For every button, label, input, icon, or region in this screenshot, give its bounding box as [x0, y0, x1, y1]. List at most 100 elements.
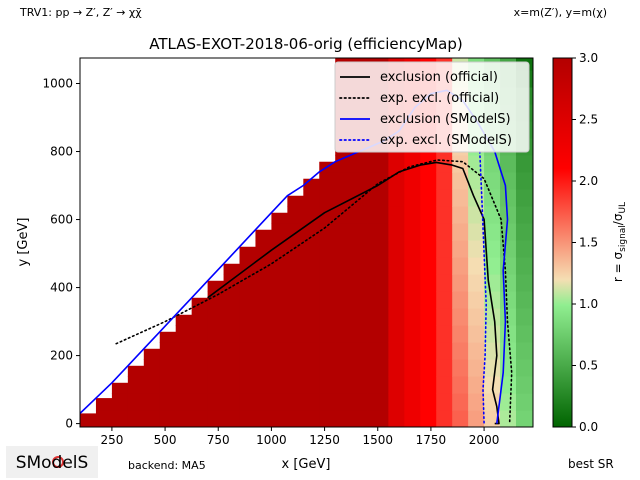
heatmap-cell [239, 290, 257, 309]
heatmap-cell [159, 375, 177, 394]
heatmap-cell [404, 409, 421, 427]
heatmap-cell [303, 290, 320, 309]
heatmap-cell [255, 229, 273, 241]
heatmap-cell [207, 307, 225, 326]
heatmap-cell [223, 409, 241, 427]
heatmap-cell [420, 239, 437, 258]
colorbar-label-sub1: signal [618, 225, 628, 252]
heatmap-cell [271, 212, 288, 224]
heatmap-cell [515, 324, 533, 343]
heatmap-cell [319, 392, 336, 411]
heatmap-cell [420, 205, 437, 224]
x-tick-label: 1500 [362, 433, 393, 447]
heatmap-cell [111, 382, 129, 394]
heatmap-cell [319, 222, 336, 241]
heatmap-cell [303, 409, 320, 427]
heatmap-cell [484, 341, 501, 360]
y-tick-label: 1000 [42, 77, 73, 91]
heatmap-cell [255, 375, 273, 394]
heatmap-cell [303, 239, 320, 258]
heatmap-cell [531, 239, 533, 258]
heatmap-cell [420, 256, 437, 275]
heatmap-cell [383, 307, 389, 326]
colorbar-gradient [552, 57, 573, 428]
heatmap-cell [383, 205, 389, 224]
colorbar-label-sub2: UL [618, 202, 628, 214]
heatmap-cell [351, 358, 368, 377]
heatmap-cell [452, 205, 469, 224]
heatmap-cell [452, 188, 469, 207]
heatmap-cell [515, 222, 533, 241]
heatmap-cell [191, 307, 209, 326]
heatmap-cell [420, 290, 437, 309]
heatmap-cell [303, 178, 320, 190]
heatmap-cell [351, 341, 368, 360]
heatmap-cell [255, 307, 273, 326]
heatmap-cell [452, 341, 469, 360]
heatmap-cell [404, 341, 421, 360]
heatmap-cell [452, 256, 469, 275]
heatmap-cell [223, 307, 241, 326]
heatmap-cell [404, 273, 421, 292]
heatmap-cell [383, 273, 389, 292]
heatmap-cell [383, 375, 389, 394]
heatmap-cell [452, 222, 469, 241]
heatmap-cell [127, 392, 145, 411]
heatmap-cell [452, 375, 469, 394]
heatmap-cell [500, 273, 517, 292]
y-tick-label: 200 [50, 349, 73, 363]
colorbar-tick-label: 2.5 [579, 113, 598, 127]
heatmap-cell [388, 375, 405, 394]
heatmap-cell [468, 273, 485, 292]
heatmap-cell [351, 290, 368, 309]
heatmap-cell [531, 137, 533, 156]
heatmap-cell [335, 222, 352, 241]
heatmap-cell [335, 256, 352, 275]
heatmap-cell [175, 324, 193, 343]
heatmap-cell [436, 205, 453, 224]
x-tick-label: 250 [100, 433, 123, 447]
heatmap-cell [319, 171, 336, 190]
heatmap-cell [159, 409, 177, 427]
heatmap-cell [319, 358, 336, 377]
heatmap-cell [207, 358, 225, 377]
heatmap-cell [500, 205, 517, 224]
heatmap-cell [452, 324, 469, 343]
heatmap-cell [404, 392, 421, 411]
heatmap-cell [239, 409, 257, 427]
heatmap-cell [500, 307, 517, 326]
heatmap-cell [191, 409, 209, 427]
heatmap-cell [255, 290, 273, 309]
heatmap-cell [388, 256, 405, 275]
heatmap-cell [351, 222, 368, 241]
heatmap-cell [388, 290, 405, 309]
heatmap-cell [319, 324, 336, 343]
heatmap-cell [175, 314, 193, 326]
heatmap-cell [531, 205, 533, 224]
heatmap-cell [351, 392, 368, 411]
heatmap-cell [436, 273, 453, 292]
heatmap-cell [335, 239, 352, 258]
heatmap-cell [383, 324, 389, 343]
heatmap-cell [404, 205, 421, 224]
y-tick-label: 400 [50, 281, 73, 295]
heatmap-cell [351, 154, 368, 173]
heatmap-cell [420, 307, 437, 326]
heatmap-cell [223, 273, 241, 292]
heatmap-cell [271, 341, 288, 360]
chart-title: ATLAS-EXOT-2018-06-orig (efficiencyMap) [149, 35, 462, 53]
heatmap-cell [335, 375, 352, 394]
heatmap-cell [468, 324, 485, 343]
x-tick-label: 1000 [256, 433, 287, 447]
x-tick-label: 750 [207, 433, 230, 447]
heatmap-cell [271, 307, 288, 326]
heatmap-cell [175, 358, 193, 377]
colorbar-label: r = σsignal/σUL [611, 202, 628, 282]
heatmap-cell [351, 409, 368, 427]
heatmap-cell [143, 348, 161, 360]
heatmap-cell [531, 409, 533, 427]
heatmap-cell [223, 375, 241, 394]
heatmap-cell [191, 375, 209, 394]
heatmap-cell [515, 358, 533, 377]
